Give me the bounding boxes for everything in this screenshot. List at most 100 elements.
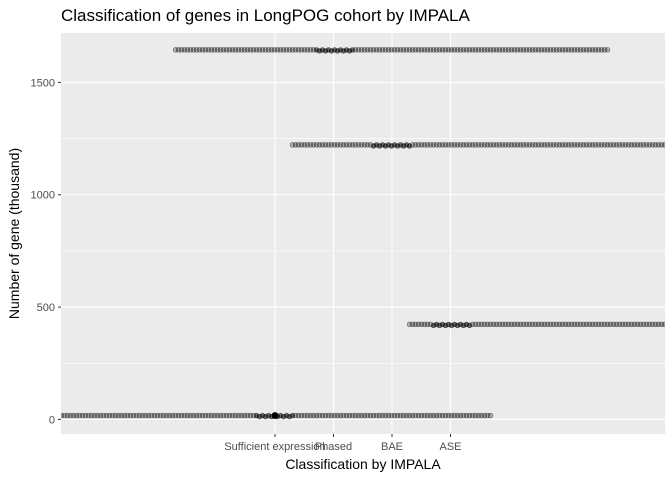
data-point [442,142,449,148]
data-point [313,142,320,148]
data-point [505,321,512,328]
data-point [73,412,80,419]
data-point [361,47,368,53]
data-point [634,142,641,148]
data-point [658,142,665,148]
data-point [535,47,542,53]
data-point [655,142,662,148]
data-point [625,142,632,148]
data-point [469,47,476,53]
data-point [481,412,488,419]
data-point [418,47,425,53]
data-point [292,47,299,53]
data-point [211,47,218,53]
data-point-highlight [271,412,279,419]
data-point [598,47,605,53]
data-point [661,142,665,148]
data-point [217,47,224,53]
data-point [598,142,605,148]
data-point [613,321,620,328]
data-point [451,142,458,148]
data-point [490,321,497,328]
data-point [514,47,521,53]
data-point [649,142,656,148]
data-point [298,412,305,419]
data-point [388,47,395,53]
data-point [532,142,539,148]
data-point [226,47,233,53]
data-point [490,47,497,53]
chart-title: Classification of genes in LongPOG cohor… [61,6,470,25]
data-point [331,142,338,148]
data-point [508,142,515,148]
data-point [202,412,209,419]
data-point [124,412,131,419]
data-point [343,412,350,419]
data-point [418,412,425,419]
data-point [484,321,491,328]
data-point [445,142,452,148]
data-point [397,412,404,419]
data-point [280,47,287,53]
data-point [613,142,620,148]
data-point [622,321,629,328]
data-point [364,412,371,419]
data-point [145,412,152,419]
data-point [295,412,302,419]
data-point [616,321,623,328]
data-point [157,412,164,419]
data-point [589,47,596,53]
data-point [478,412,485,419]
data-point [223,412,230,419]
data-point [382,47,389,53]
data-point [430,412,437,419]
data-point [592,142,599,148]
data-point [400,47,407,53]
data-point [310,412,317,419]
data-point [619,142,626,148]
data-point [172,412,179,419]
data-point [367,47,374,53]
data-point [544,142,551,148]
data-point [241,47,248,53]
data-point [406,47,413,53]
data-point [373,412,380,419]
data-point [493,142,500,148]
data-point [193,412,200,419]
data-point [244,47,251,53]
x-tick-label: Phased [315,441,352,453]
data-point [439,47,446,53]
data-point [70,412,77,419]
data-point [589,321,596,328]
data-point [568,47,575,53]
data-point [199,47,206,53]
data-point [484,412,491,419]
data-point [604,47,611,53]
data-point [628,321,635,328]
data-point [163,412,170,419]
data-point [322,412,329,419]
y-tick-label: 500 [37,302,55,314]
data-point [598,321,605,328]
data-point [388,412,395,419]
data-point [604,142,611,148]
data-point [109,412,116,419]
data-point [301,412,308,419]
data-point [352,142,359,148]
data-point [529,142,536,148]
data-point [640,142,647,148]
data-point [307,412,314,419]
data-point [403,412,410,419]
data-point [424,142,431,148]
data-point [220,412,227,419]
data-point [154,412,161,419]
data-point [523,142,530,148]
data-point [448,142,455,148]
data-point [400,412,407,419]
data-point [481,321,488,328]
data-point [211,412,218,419]
data-point [574,142,581,148]
series-bae [289,142,665,149]
data-point [328,412,335,419]
